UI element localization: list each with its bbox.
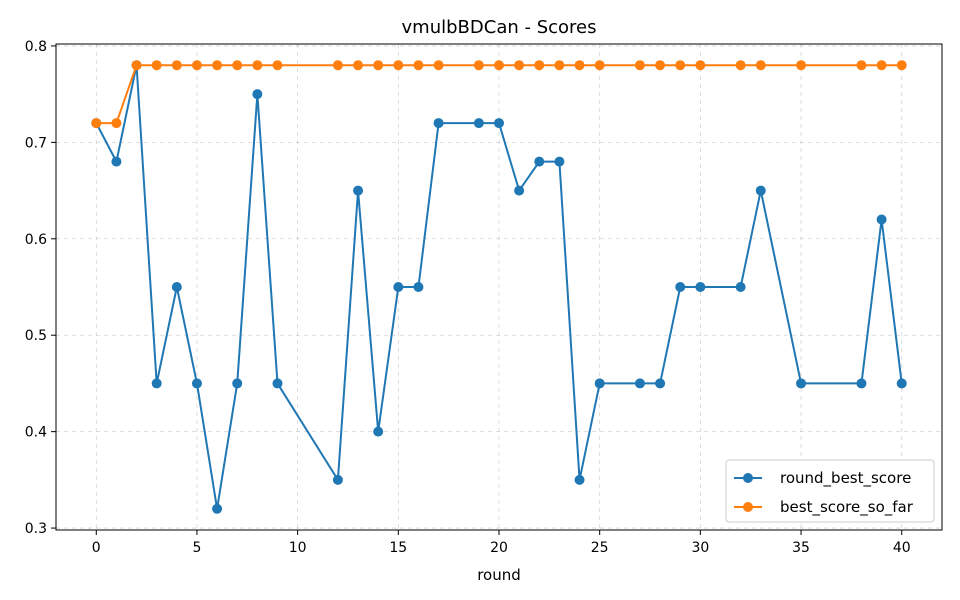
series-round-best-score (91, 60, 907, 514)
data-point-round-best-score (232, 378, 243, 389)
data-point-round-best-score (675, 282, 686, 292)
data-point-round-best-score (755, 185, 766, 196)
x-tick-label: 35 (792, 540, 810, 556)
data-point-round-best-score (594, 378, 605, 389)
data-point-round-best-score (353, 185, 364, 196)
data-point-round-best-score (272, 378, 283, 389)
y-tick-label: 0.4 (25, 425, 47, 441)
data-point-best-score-so-far (111, 118, 122, 129)
data-point-best-score-so-far (655, 60, 666, 71)
data-point-round-best-score (252, 89, 263, 100)
data-point-round-best-score (413, 282, 424, 292)
data-point-round-best-score (212, 503, 223, 514)
data-point-best-score-so-far (212, 60, 223, 71)
data-point-best-score-so-far (534, 60, 545, 71)
data-point-round-best-score (151, 378, 162, 389)
data-point-best-score-so-far (332, 60, 343, 71)
data-point-best-score-so-far (634, 60, 645, 71)
data-point-best-score-so-far (675, 60, 686, 71)
y-tick-label: 0.7 (25, 135, 47, 151)
data-point-best-score-so-far (755, 60, 766, 71)
data-point-round-best-score (876, 214, 887, 225)
data-point-best-score-so-far (171, 60, 182, 71)
data-point-round-best-score (514, 185, 525, 196)
data-point-round-best-score (534, 156, 545, 167)
data-point-best-score-so-far (413, 60, 424, 71)
data-point-best-score-so-far (514, 60, 525, 71)
legend-marker-round-best-score (743, 473, 753, 483)
data-point-round-best-score (393, 282, 404, 292)
data-point-best-score-so-far (433, 60, 444, 71)
chart-title: vmulbBDCan - Scores (402, 17, 597, 38)
data-point-round-best-score (735, 282, 746, 292)
data-point-round-best-score (655, 378, 666, 389)
data-point-round-best-score (796, 378, 807, 389)
data-point-round-best-score (494, 118, 504, 129)
data-point-round-best-score (856, 378, 867, 389)
data-point-best-score-so-far (353, 60, 364, 71)
data-point-best-score-so-far (272, 60, 283, 71)
data-point-best-score-so-far (554, 60, 565, 71)
series-best-score-so-far (91, 60, 907, 129)
data-point-best-score-so-far (574, 60, 585, 71)
legend-marker-best-score-so-far (743, 502, 753, 512)
data-point-best-score-so-far (191, 60, 202, 71)
x-axis-label: round (477, 566, 521, 584)
legend-label-round-best-score: round_best_score (780, 469, 911, 488)
data-point-round-best-score (574, 474, 585, 485)
y-tick-label: 0.3 (25, 521, 47, 537)
data-point-round-best-score (373, 426, 384, 437)
data-point-best-score-so-far (131, 60, 142, 71)
data-point-round-best-score (332, 474, 343, 485)
data-point-round-best-score (554, 156, 565, 167)
x-tick-label: 0 (92, 540, 101, 556)
y-tick-label: 0.8 (25, 39, 47, 55)
data-point-best-score-so-far (252, 60, 263, 71)
tick-layer: 0 5 10 15 20 25 30 35 40 0.3 0.4 0.5 0.6 0.7 0.8 (25, 39, 911, 556)
data-point-best-score-so-far (373, 60, 384, 71)
data-point-best-score-so-far (494, 60, 504, 71)
data-point-best-score-so-far (735, 60, 746, 71)
data-point-round-best-score (695, 282, 706, 292)
data-point-best-score-so-far (151, 60, 162, 71)
x-tick-label: 30 (691, 540, 709, 556)
y-tick-label: 0.5 (25, 328, 47, 344)
legend: round_best_score best_score_so_far (725, 459, 935, 523)
x-tick-label: 15 (389, 540, 407, 556)
x-tick-label: 5 (192, 540, 201, 556)
data-point-round-best-score (433, 118, 444, 129)
data-point-best-score-so-far (856, 60, 867, 71)
data-point-best-score-so-far (232, 60, 243, 71)
data-point-best-score-so-far (91, 118, 102, 129)
data-point-best-score-so-far (796, 60, 807, 71)
data-point-best-score-so-far (695, 60, 706, 71)
series-layer (91, 60, 907, 514)
data-point-best-score-so-far (393, 60, 404, 71)
x-tick-label: 40 (893, 540, 911, 556)
legend-label-best-score-so-far: best_score_so_far (780, 498, 914, 517)
x-tick-label: 20 (490, 540, 508, 556)
data-point-round-best-score (111, 156, 122, 167)
x-tick-label: 10 (289, 540, 307, 556)
data-point-round-best-score (634, 378, 645, 389)
data-point-best-score-so-far (896, 60, 907, 71)
data-point-best-score-so-far (594, 60, 605, 71)
data-point-round-best-score (191, 378, 202, 389)
data-point-round-best-score (171, 282, 182, 292)
data-point-round-best-score (896, 378, 907, 389)
data-point-best-score-so-far (473, 60, 484, 71)
legend-box (725, 459, 935, 523)
y-tick-label: 0.6 (25, 232, 47, 248)
x-tick-label: 25 (591, 540, 609, 556)
data-point-best-score-so-far (876, 60, 887, 71)
data-point-round-best-score (473, 118, 484, 129)
